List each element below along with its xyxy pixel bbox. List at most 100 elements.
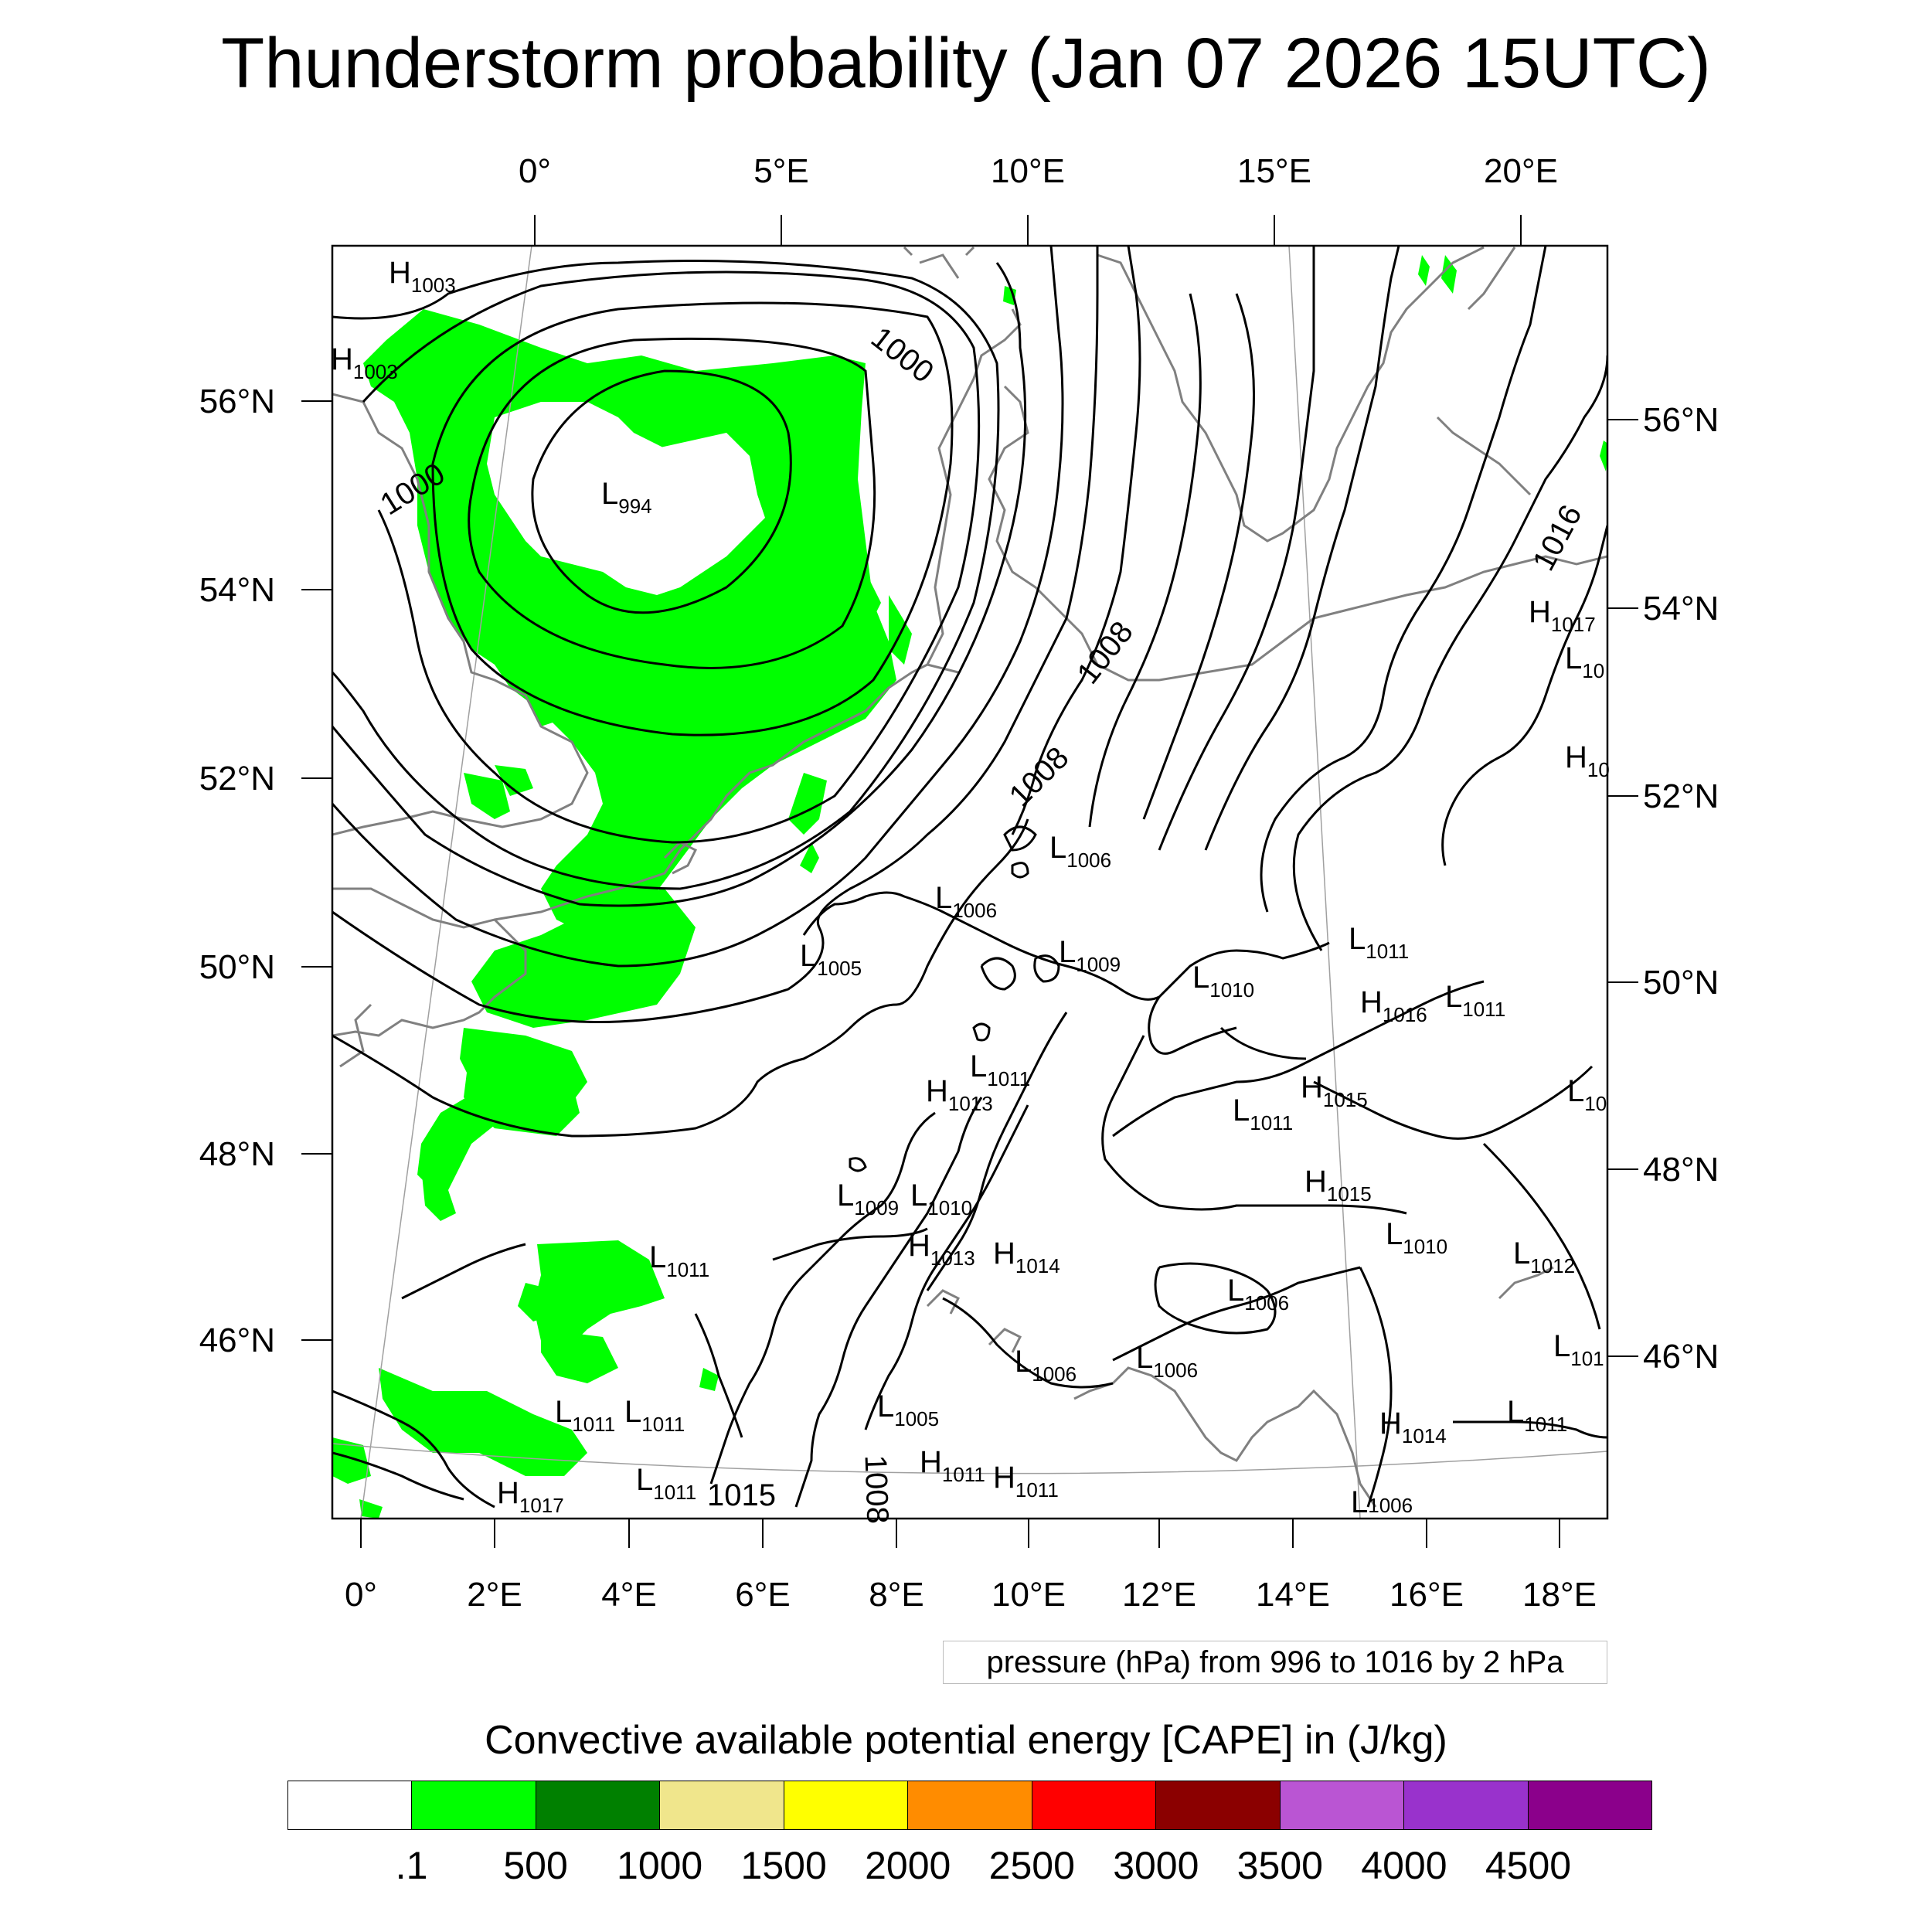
- colorbar-tick-label: 1000: [617, 1844, 703, 1887]
- pressure-center-marker: L1006: [1351, 1485, 1413, 1519]
- pressure-center-marker: L1011: [624, 1395, 685, 1436]
- right-lat-labels: 56°N 54°N 52°N 50°N 48°N 46°N: [1643, 401, 1719, 1376]
- pressure-center-marker: H1015: [1304, 1165, 1372, 1206]
- left-lat-labels: 56°N 54°N 52°N 50°N 48°N 46°N: [199, 383, 275, 1359]
- pressure-center-marker: L1006: [1136, 1341, 1198, 1382]
- isobar-label: 1016: [1526, 499, 1589, 576]
- top-lon-labels: 0° 5°E 10°E 15°E 20°E: [519, 152, 1558, 190]
- pressure-center-marker: H1017: [497, 1476, 564, 1517]
- pressure-center-marker: L1011: [1445, 980, 1505, 1021]
- pressure-center-marker: L1005: [877, 1389, 939, 1430]
- bottom-lon-label: 0°: [345, 1576, 377, 1614]
- colorbar-swatch: [536, 1781, 661, 1829]
- pressure-center-marker: L1011: [970, 1049, 1030, 1090]
- pressure-center-marker: L1011: [636, 1463, 696, 1504]
- colorbar-title: Convective available potential energy [C…: [485, 1718, 1447, 1763]
- pressure-center-marker: H1015: [1301, 1070, 1368, 1111]
- left-lat-label: 48°N: [199, 1135, 275, 1173]
- pressure-center-marker: H1017: [1529, 595, 1596, 636]
- isobar-label: 1008: [858, 1454, 894, 1524]
- isobars: [332, 246, 1607, 1509]
- colorbar-swatch: [660, 1781, 784, 1829]
- top-lon-label: 5°E: [753, 152, 808, 190]
- pressure-contour-note: pressure (hPa) from 996 to 1016 by 2 hPa: [943, 1641, 1607, 1684]
- pressure-center-marker: H1016: [1360, 985, 1427, 1026]
- colorbar-swatch: [1280, 1781, 1405, 1829]
- pressure-center-marker: H1003: [389, 256, 456, 297]
- bottom-lon-label: 10°E: [992, 1576, 1066, 1614]
- pressure-center-marker: L1006: [1049, 831, 1111, 872]
- pressure-center-marker: H1014: [1379, 1406, 1447, 1447]
- colorbar-tick-label: 1500: [740, 1844, 827, 1887]
- pressure-center-marker: 1015: [707, 1478, 776, 1512]
- pressure-center-marker: L1005: [800, 939, 862, 980]
- colorbar-tick-label: 4500: [1485, 1844, 1572, 1887]
- pressure-center-marker: H1013: [908, 1229, 975, 1270]
- colorbar-swatch: [412, 1781, 536, 1829]
- top-lon-label: 15°E: [1237, 152, 1311, 190]
- left-lat-label: 54°N: [199, 571, 275, 609]
- colorbar-tick-label: .1: [395, 1844, 428, 1887]
- colorbar-labels: .1 500 1000 1500 2000 2500 3000 3500 4000 4500: [0, 1843, 1932, 1897]
- colorbar-tick-label: 2500: [988, 1844, 1075, 1887]
- left-lat-label: 52°N: [199, 760, 275, 798]
- pressure-center-marker: L1006: [1015, 1345, 1077, 1386]
- pressure-centers: H1003 H1003 L994 H1017 L10 H10 L1006 L10…: [331, 256, 1610, 1519]
- right-lat-label: 54°N: [1643, 590, 1719, 628]
- pressure-center-marker: L1011: [555, 1395, 615, 1436]
- bottom-lon-label: 12°E: [1122, 1576, 1196, 1614]
- bottom-lon-label: 18°E: [1522, 1576, 1597, 1614]
- pressure-center-marker: L10: [1567, 1074, 1607, 1115]
- top-lon-label: 20°E: [1484, 152, 1558, 190]
- bottom-lon-label: 4°E: [601, 1576, 656, 1614]
- graticule: [332, 246, 1607, 1519]
- pressure-center-marker: L10: [1565, 641, 1604, 682]
- bottom-lon-label: 2°E: [467, 1576, 522, 1614]
- pressure-center-marker: L1010: [1386, 1217, 1447, 1258]
- cape-colorbar: [287, 1781, 1652, 1830]
- colorbar-swatch: [784, 1781, 909, 1829]
- right-lat-label: 50°N: [1643, 964, 1719, 1002]
- colorbar-swatch: [288, 1781, 413, 1829]
- pressure-center-marker: H1003: [331, 342, 398, 383]
- pressure-center-marker: L1011: [1349, 922, 1409, 963]
- colorbar-tick-label: 4000: [1361, 1844, 1447, 1887]
- map-frame: [331, 244, 1609, 1520]
- cape-holes: [487, 402, 765, 595]
- right-lat-label: 48°N: [1643, 1151, 1719, 1189]
- right-lat-label: 52°N: [1643, 777, 1719, 815]
- left-lat-label: 50°N: [199, 948, 275, 986]
- pressure-center-marker: L1010: [1192, 961, 1254, 1002]
- pressure-center-marker: L1011: [1233, 1094, 1293, 1134]
- pressure-center-marker: L1009: [1059, 935, 1121, 976]
- colorbar-tick-label: 3500: [1236, 1844, 1323, 1887]
- colorbar-swatch: [1528, 1781, 1651, 1829]
- colorbar-swatch: [1032, 1781, 1157, 1829]
- bottom-lon-labels: 0° 2°E 4°E 6°E 8°E 10°E 12°E 14°E 16°E 1…: [345, 1576, 1597, 1614]
- pressure-center-marker: L101: [1553, 1329, 1604, 1370]
- left-lat-label: 56°N: [199, 383, 275, 420]
- pressure-center-marker: L1006: [1227, 1274, 1289, 1315]
- pressure-center-marker: L1006: [935, 881, 997, 922]
- isobar-label: 1000: [865, 321, 940, 389]
- top-lon-label: 10°E: [991, 152, 1065, 190]
- colorbar-swatch: [908, 1781, 1032, 1829]
- pressure-center-marker: H1011: [920, 1445, 985, 1486]
- bottom-lon-label: 14°E: [1256, 1576, 1330, 1614]
- top-lon-label: 0°: [519, 152, 551, 190]
- colorbar-tick-label: 3000: [1113, 1844, 1199, 1887]
- colorbar-tick-label: 500: [503, 1844, 568, 1887]
- pressure-center-marker: L1009: [837, 1179, 899, 1219]
- right-lat-label: 46°N: [1643, 1338, 1719, 1376]
- tick-marks: [301, 215, 1638, 1548]
- bottom-lon-label: 8°E: [869, 1576, 923, 1614]
- bottom-lon-label: 16°E: [1389, 1576, 1464, 1614]
- bottom-lon-label: 6°E: [735, 1576, 790, 1614]
- pressure-center-marker: H1013: [926, 1074, 993, 1115]
- colorbar-swatch: [1404, 1781, 1529, 1829]
- pressure-center-marker: H1014: [993, 1236, 1060, 1277]
- colorbar-swatch: [1156, 1781, 1281, 1829]
- pressure-center-marker: H10: [1565, 740, 1610, 781]
- pressure-center-marker: L1011: [649, 1240, 709, 1281]
- pressure-center-marker: L1011: [1507, 1395, 1567, 1436]
